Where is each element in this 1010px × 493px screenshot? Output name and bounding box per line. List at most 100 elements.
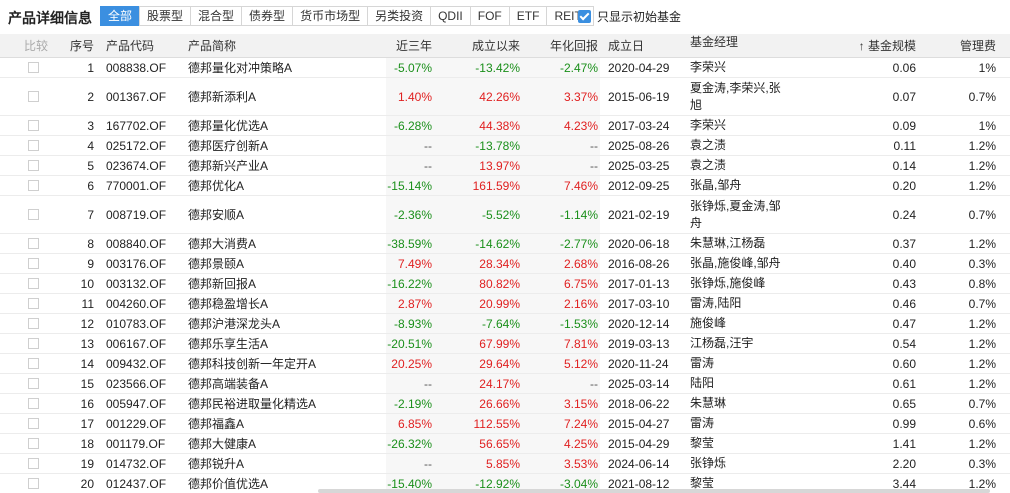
fund-name[interactable]: 德邦新兴产业A — [188, 159, 269, 173]
table-row[interactable]: 3 167702.OF 德邦量化优选A -6.28% 44.38% 4.23% 2017-0… — [0, 116, 1010, 136]
table-row[interactable]: 14 009432.OF 德邦科技创新一年定开A 20.25% 29.64% 5.12% 2… — [0, 354, 1010, 374]
table-row[interactable]: 13 006167.OF 德邦乐享生活A -20.51% 67.99% 7.81% 2019… — [0, 334, 1010, 354]
table-row[interactable]: 8 008840.OF 德邦大消费A -38.59% -14.62% -2.77% 2020… — [0, 234, 1010, 254]
fund-code[interactable]: 167702.OF — [106, 118, 167, 133]
table-row[interactable]: 2 001367.OF 德邦新添利A 1.40% 42.26% 3.37% 2015-06-… — [0, 78, 1010, 116]
fund-name[interactable]: 德邦新回报A — [188, 277, 257, 291]
tab-all[interactable]: 全部 — [100, 6, 141, 26]
col-since-inception[interactable]: 成立以来 — [471, 39, 520, 53]
fund-name[interactable]: 德邦高端装备A — [188, 377, 269, 391]
fund-code[interactable]: 001179.OF — [106, 436, 166, 451]
compare-checkbox[interactable] — [28, 160, 39, 171]
fund-code[interactable]: 005947.OF — [106, 396, 167, 411]
fund-code[interactable]: 023566.OF — [106, 376, 167, 391]
fund-code[interactable]: 003176.OF — [106, 256, 167, 271]
fund-name[interactable]: 德邦量化优选A — [188, 119, 269, 133]
fund-code[interactable]: 023674.OF — [106, 158, 167, 173]
fund-code[interactable]: 001367.OF — [106, 89, 167, 104]
tab-etf[interactable]: ETF — [508, 6, 548, 26]
tab-stock[interactable]: 股票型 — [139, 6, 192, 26]
initial-fund-toggle[interactable]: 只显示初始基金 — [578, 8, 681, 25]
fund-name[interactable]: 德邦福鑫A — [188, 417, 245, 431]
fund-code[interactable]: 010783.OF — [106, 316, 167, 331]
col-index[interactable]: 序号 — [69, 39, 94, 53]
table-row[interactable]: 20 012437.OF 德邦价值优选A -15.40% -12.92% -3.04% 20… — [0, 474, 1010, 493]
checkbox-checked-icon[interactable] — [578, 10, 591, 23]
fund-name[interactable]: 德邦优化A — [188, 179, 245, 193]
compare-checkbox[interactable] — [28, 478, 39, 489]
tab-qdii[interactable]: QDII — [430, 6, 471, 26]
fund-name[interactable]: 德邦景颐A — [188, 257, 245, 271]
fund-code[interactable]: 004260.OF — [106, 296, 167, 311]
tab-alternative[interactable]: 另类投资 — [367, 6, 432, 26]
fund-name[interactable]: 德邦大消费A — [188, 237, 257, 251]
fund-name[interactable]: 德邦沪港深龙头A — [188, 317, 281, 331]
fund-code[interactable]: 008840.OF — [106, 236, 167, 251]
tab-bond[interactable]: 债券型 — [241, 6, 294, 26]
table-row[interactable]: 1 008838.OF 德邦量化对冲策略A -5.07% -13.42% -2.47% 20… — [0, 58, 1010, 78]
compare-checkbox[interactable] — [28, 238, 39, 249]
fund-code[interactable]: 009432.OF — [106, 356, 167, 371]
compare-checkbox[interactable] — [28, 278, 39, 289]
fund-name[interactable]: 德邦锐升A — [188, 457, 245, 471]
table-row[interactable]: 9 003176.OF 德邦景颐A 7.49% 28.34% 2.68% 2016-08-2… — [0, 254, 1010, 274]
col-inception-date[interactable]: 成立日 — [608, 39, 645, 53]
col-code[interactable]: 产品代码 — [106, 39, 155, 53]
fund-name[interactable]: 德邦大健康A — [188, 437, 257, 451]
table-row[interactable]: 12 010783.OF 德邦沪港深龙头A -8.93% -7.64% -1.53% 202… — [0, 314, 1010, 334]
compare-checkbox[interactable] — [28, 258, 39, 269]
col-fund-size-sorted[interactable]: ↑ 基金规模 — [858, 39, 916, 53]
compare-checkbox[interactable] — [28, 318, 39, 329]
col-name[interactable]: 产品简称 — [188, 39, 237, 53]
compare-checkbox[interactable] — [28, 140, 39, 151]
fund-name[interactable]: 德邦新添利A — [188, 90, 257, 104]
fund-code[interactable]: 770001.OF — [106, 178, 167, 193]
table-row[interactable]: 19 014732.OF 德邦锐升A -- 5.85% 3.53% 2024-06-14 张铮… — [0, 454, 1010, 474]
table-row[interactable]: 11 004260.OF 德邦稳盈增长A 2.87% 20.99% 2.16% 2017-0… — [0, 294, 1010, 314]
table-row[interactable]: 7 008719.OF 德邦安顺A -2.36% -5.52% -1.14% 2021-02… — [0, 196, 1010, 234]
fund-name[interactable]: 德邦科技创新一年定开A — [188, 357, 317, 371]
table-row[interactable]: 5 023674.OF 德邦新兴产业A -- 13.97% -- 2025-03-25 袁之渍… — [0, 156, 1010, 176]
tab-fof[interactable]: FOF — [469, 6, 510, 26]
table-row[interactable]: 18 001179.OF 德邦大健康A -26.32% 56.65% 4.25% 2015-… — [0, 434, 1010, 454]
table-row[interactable]: 17 001229.OF 德邦福鑫A 6.85% 112.55% 7.24% 2015-04… — [0, 414, 1010, 434]
fund-name[interactable]: 德邦价值优选A — [188, 477, 269, 491]
compare-checkbox[interactable] — [28, 398, 39, 409]
fund-name[interactable]: 德邦民裕进取量化精选A — [188, 397, 317, 411]
fund-code[interactable]: 001229.OF — [106, 416, 167, 431]
compare-checkbox[interactable] — [28, 358, 39, 369]
fund-code[interactable]: 003132.OF — [106, 276, 167, 291]
fund-code[interactable]: 008719.OF — [106, 207, 167, 222]
table-row[interactable]: 15 023566.OF 德邦高端装备A -- 24.17% -- 2025-03-14 陆阳… — [0, 374, 1010, 394]
col-manager[interactable]: 基金经理 — [690, 35, 739, 49]
fund-name[interactable]: 德邦量化对冲策略A — [188, 61, 293, 75]
fund-name[interactable]: 德邦稳盈增长A — [188, 297, 269, 311]
fund-code[interactable]: 012437.OF — [106, 476, 167, 491]
table-row[interactable]: 10 003132.OF 德邦新回报A -16.22% 80.82% 6.75% 2017-… — [0, 274, 1010, 294]
fund-name[interactable]: 德邦安顺A — [188, 208, 245, 222]
compare-checkbox[interactable] — [28, 62, 39, 73]
fund-code[interactable]: 025172.OF — [106, 138, 167, 153]
compare-checkbox[interactable] — [28, 91, 39, 102]
col-fee[interactable]: 管理费 — [959, 39, 996, 53]
compare-checkbox[interactable] — [28, 120, 39, 131]
compare-checkbox[interactable] — [28, 298, 39, 309]
table-row[interactable]: 6 770001.OF 德邦优化A -15.14% 161.59% 7.46% 2012-0… — [0, 176, 1010, 196]
table-row[interactable]: 16 005947.OF 德邦民裕进取量化精选A -2.19% 26.66% 3.15% 2… — [0, 394, 1010, 414]
horizontal-scrollbar[interactable] — [318, 489, 990, 493]
compare-checkbox[interactable] — [28, 458, 39, 469]
compare-checkbox[interactable] — [28, 418, 39, 429]
compare-checkbox[interactable] — [28, 338, 39, 349]
fund-code[interactable]: 006167.OF — [106, 336, 167, 351]
col-return-3y[interactable]: 近三年 — [395, 39, 432, 53]
tab-money-market[interactable]: 货币市场型 — [292, 6, 369, 26]
fund-code[interactable]: 014732.OF — [106, 456, 167, 471]
fund-code[interactable]: 008838.OF — [106, 60, 167, 75]
tab-hybrid[interactable]: 混合型 — [190, 6, 243, 26]
fund-name[interactable]: 德邦医疗创新A — [188, 139, 269, 153]
col-annualized[interactable]: 年化回报 — [549, 39, 598, 53]
compare-checkbox[interactable] — [28, 209, 39, 220]
compare-checkbox[interactable] — [28, 438, 39, 449]
compare-checkbox[interactable] — [28, 180, 39, 191]
fund-name[interactable]: 德邦乐享生活A — [188, 337, 269, 351]
